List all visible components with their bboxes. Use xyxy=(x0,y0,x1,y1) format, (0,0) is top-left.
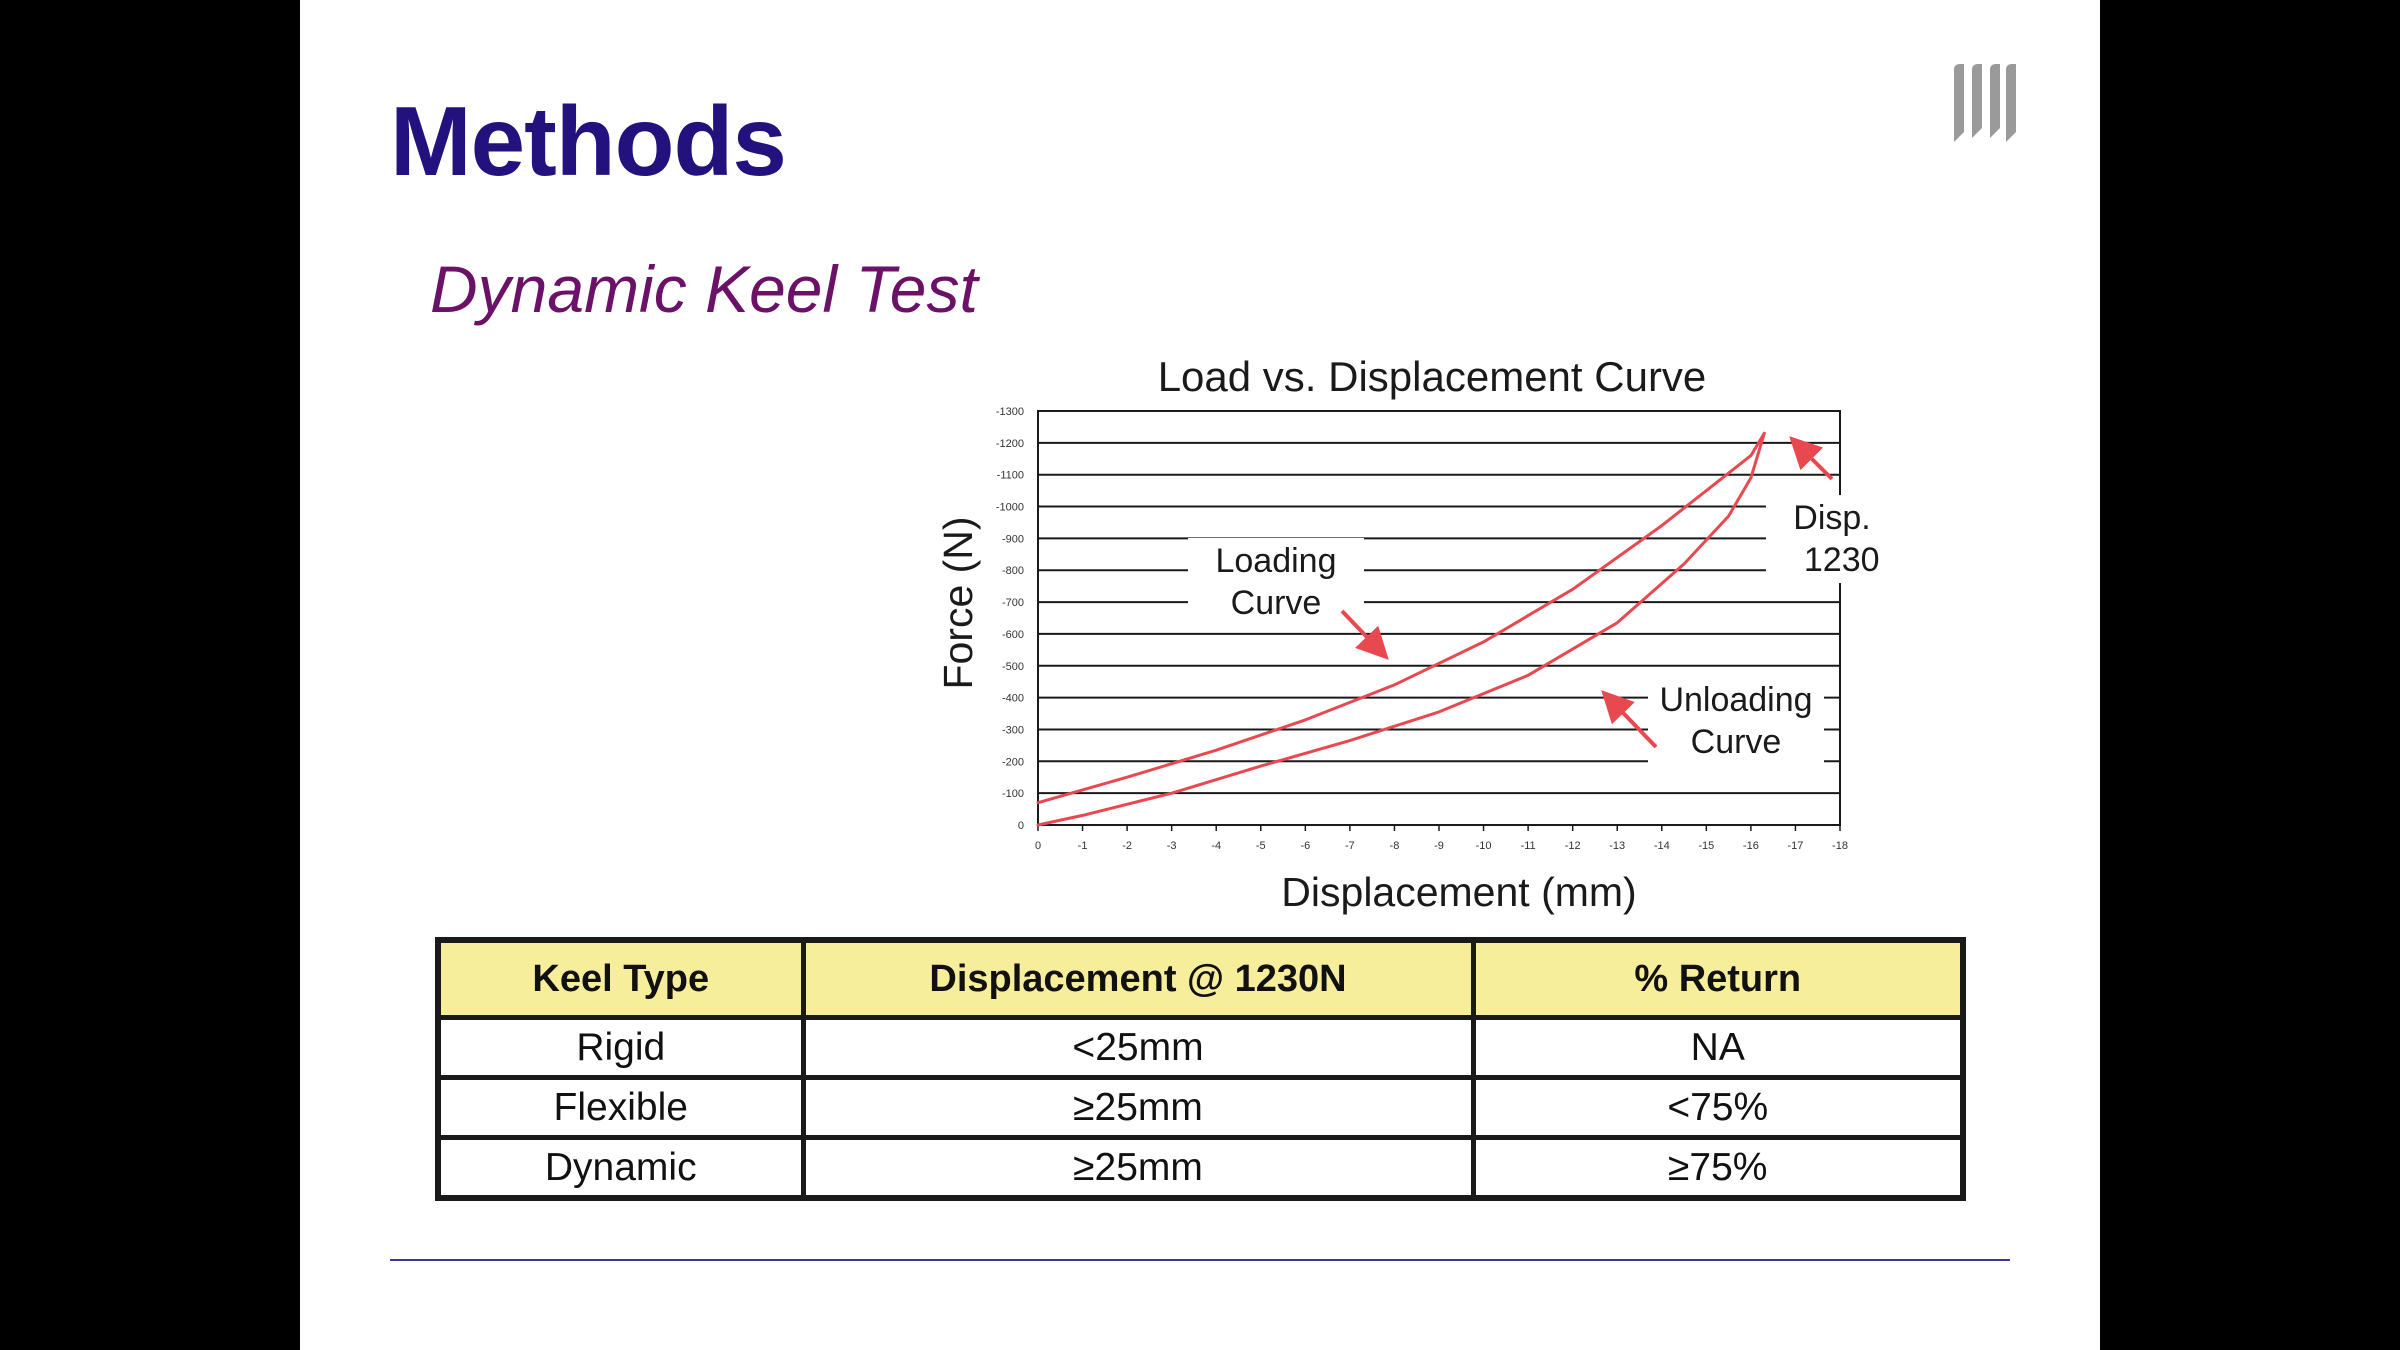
annotation-background xyxy=(1766,495,1880,583)
header-keel-type: Keel Type xyxy=(435,937,806,1020)
x-tick-label: -14 xyxy=(1654,840,1670,852)
y-tick-label: -900 xyxy=(1002,533,1024,545)
y-tick-label: -1000 xyxy=(996,502,1024,514)
table-cell: Flexible xyxy=(435,1075,806,1140)
x-tick-label: -6 xyxy=(1300,840,1310,852)
unloading-curve-label-line1: Unloading xyxy=(1659,681,1812,719)
x-tick-label: -12 xyxy=(1565,840,1581,852)
header-displacement: Displacement @ 1230N xyxy=(800,937,1476,1020)
chart-title: Load vs. Displacement Curve xyxy=(1158,355,1707,400)
loading-curve-label-line1: Loading xyxy=(1215,542,1336,580)
y-tick-label: -1300 xyxy=(996,406,1024,418)
load-displacement-chart: Load vs. Displacement Curve Force (N) Di… xyxy=(935,355,1880,915)
x-tick-label: -5 xyxy=(1256,840,1266,852)
university-pillars-logo xyxy=(1954,64,2016,142)
y-tick-label: -300 xyxy=(1002,724,1024,736)
x-tick-label: -3 xyxy=(1167,840,1177,852)
slide: Methods Dynamic Keel Test Load vs. Displ… xyxy=(300,0,2100,1350)
y-tick-label: -1200 xyxy=(996,438,1024,450)
keel-type-table: Keel Type Displacement @ 1230N % Return … xyxy=(435,937,1966,1201)
table-row: Flexible ≥25mm <75% xyxy=(435,1075,1966,1140)
table-cell: Rigid xyxy=(435,1015,806,1080)
y-tick-label: -1100 xyxy=(997,470,1024,482)
y-tick-label: -500 xyxy=(1002,661,1024,673)
x-tick-label: -18 xyxy=(1832,840,1848,852)
table-cell: ≥75% xyxy=(1470,1135,1966,1201)
x-tick-label: -17 xyxy=(1787,840,1803,852)
loading-curve-line xyxy=(1036,431,1766,805)
x-tick-label: -1 xyxy=(1078,840,1088,852)
unloading-curve-line xyxy=(1036,431,1766,827)
table-cell: ≥25mm xyxy=(800,1135,1476,1201)
x-tick-label: -13 xyxy=(1609,840,1625,852)
annotation-background xyxy=(1648,677,1824,765)
x-tick-label: 0 xyxy=(1035,840,1041,852)
x-tick-label: -10 xyxy=(1476,840,1492,852)
table-row: Dynamic ≥25mm ≥75% xyxy=(435,1135,1966,1201)
loading-curve-annotation: Loading Curve xyxy=(1188,538,1389,660)
x-tick-label: -4 xyxy=(1211,840,1221,852)
disp-at-1230n-label-line2: 1230N xyxy=(1804,541,1880,579)
disp-at-1230n-label-line1: Disp. @ xyxy=(1793,499,1880,537)
annotation-background xyxy=(1188,538,1364,626)
table-header-row: Keel Type Displacement @ 1230N % Return xyxy=(435,937,1966,1020)
chart-x-label: Displacement (mm) xyxy=(1281,869,1636,915)
table-cell: <75% xyxy=(1470,1075,1966,1140)
y-tick-label: -600 xyxy=(1002,629,1024,641)
x-tick-label: -9 xyxy=(1434,840,1444,852)
y-tick-label: -800 xyxy=(1002,565,1024,577)
footer-divider xyxy=(390,1259,2010,1261)
slide-subtitle: Dynamic Keel Test xyxy=(430,252,978,326)
unloading-curve-annotation: Unloading Curve xyxy=(1601,677,1824,765)
disp-annotation: Disp. @ 1230N xyxy=(1766,436,1880,583)
table-cell: NA xyxy=(1470,1015,1966,1080)
x-tick-label: -7 xyxy=(1345,840,1355,852)
annotation-arrow xyxy=(1601,690,1658,749)
y-tick-label: 0 xyxy=(1018,820,1024,832)
table-row: Rigid <25mm NA xyxy=(435,1015,1966,1080)
unloading-curve-label-line2: Curve xyxy=(1691,723,1782,761)
table-cell: Dynamic xyxy=(435,1135,806,1201)
y-tick-label: -100 xyxy=(1002,788,1024,800)
x-tick-label: -16 xyxy=(1743,840,1759,852)
table-cell: <25mm xyxy=(800,1015,1476,1080)
y-tick-label: -200 xyxy=(1002,756,1024,768)
annotation-arrow xyxy=(1340,609,1389,660)
annotation-arrow xyxy=(1789,436,1834,481)
x-tick-label: -2 xyxy=(1122,840,1132,852)
table-cell: ≥25mm xyxy=(800,1075,1476,1140)
y-tick-label: -400 xyxy=(1002,693,1024,705)
chart-y-label: Force (N) xyxy=(935,516,981,689)
x-tick-label: -11 xyxy=(1521,840,1536,852)
y-tick-label: -700 xyxy=(1002,597,1024,609)
x-tick-label: -8 xyxy=(1390,840,1400,852)
loading-curve-label-line2: Curve xyxy=(1231,584,1322,622)
slide-title: Methods xyxy=(390,86,787,196)
x-tick-label: -15 xyxy=(1698,840,1714,852)
header-return: % Return xyxy=(1470,937,1966,1020)
